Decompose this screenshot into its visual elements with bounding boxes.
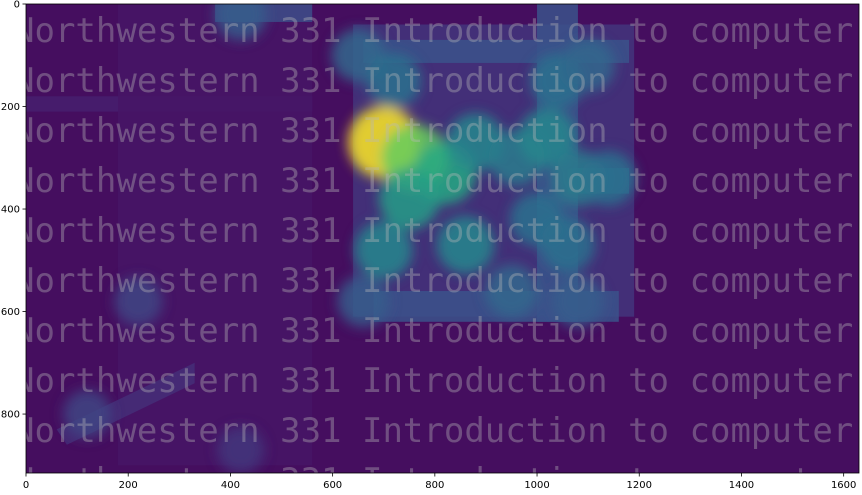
x-tick-label: 200 bbox=[119, 480, 138, 491]
heatmap-hotspot bbox=[214, 4, 267, 41]
heatmap-hotspot bbox=[114, 276, 163, 326]
x-tick-label: 1200 bbox=[627, 480, 652, 491]
watermark-text: Northwestern 331 Introduction to compute… bbox=[14, 11, 862, 51]
x-tick-label: 1600 bbox=[831, 480, 856, 491]
plot-frame bbox=[25, 3, 860, 474]
heatmap-hotspot bbox=[337, 275, 390, 328]
heatmap-hotspot bbox=[581, 150, 636, 206]
heatmap-hotspot bbox=[518, 108, 577, 167]
plot-area: Northwestern 331 Introduction to compute… bbox=[14, 4, 862, 491]
y-tick-label: 0 bbox=[14, 0, 20, 11]
heatmap-hotspot bbox=[436, 215, 495, 274]
watermark-text: Northwestern 331 Introduction to compute… bbox=[14, 161, 862, 201]
heatmap-hotspot bbox=[354, 221, 413, 279]
watermark: Northwestern 331 Introduction to compute… bbox=[14, 11, 862, 491]
heatmap-hotspots bbox=[63, 4, 636, 473]
watermark-text: Northwestern 331 Introduction to compute… bbox=[14, 411, 862, 451]
heatmap-hotspot bbox=[561, 38, 615, 93]
watermark-text: Northwestern 331 Introduction to compute… bbox=[14, 61, 862, 101]
x-axis: 0 200 400 600 800 1000 1200 1400 1600 bbox=[23, 473, 856, 491]
x-tick-label: 1000 bbox=[524, 480, 549, 491]
watermark-text: Northwestern 331 Introduction to compute… bbox=[14, 361, 862, 401]
x-tick-label: 1400 bbox=[729, 480, 754, 491]
watermark-text: Northwestern 331 Introduction to compute… bbox=[14, 461, 862, 491]
watermark-text: Northwestern 331 Introduction to compute… bbox=[14, 311, 862, 351]
heatmap-hotspot bbox=[540, 217, 596, 273]
heatmap-hotspot bbox=[366, 53, 422, 109]
y-tick-label: 600 bbox=[1, 307, 20, 318]
heatmap-hotspot bbox=[217, 426, 265, 473]
x-tick-label: 400 bbox=[221, 480, 240, 491]
x-tick-label: 600 bbox=[323, 480, 342, 491]
y-tick-label: 400 bbox=[1, 205, 20, 216]
x-tick-label: 800 bbox=[425, 480, 444, 491]
heatmap-hotspot bbox=[378, 168, 440, 230]
heatmap-hotspot bbox=[552, 275, 604, 328]
heatmap-hotspot bbox=[484, 264, 539, 318]
x-tick-label: 0 bbox=[23, 480, 29, 491]
heatmap-hotspot bbox=[63, 389, 112, 439]
y-tick-label: 200 bbox=[1, 102, 20, 113]
watermark-text: Northwestern 331 Introduction to compute… bbox=[14, 261, 862, 301]
y-tick-label: 800 bbox=[1, 410, 20, 421]
watermark-text: Northwestern 331 Introduction to compute… bbox=[14, 111, 862, 151]
watermark-text: Northwestern 331 Introduction to compute… bbox=[14, 211, 862, 251]
y-axis: 0 200 400 600 800 bbox=[1, 0, 26, 421]
